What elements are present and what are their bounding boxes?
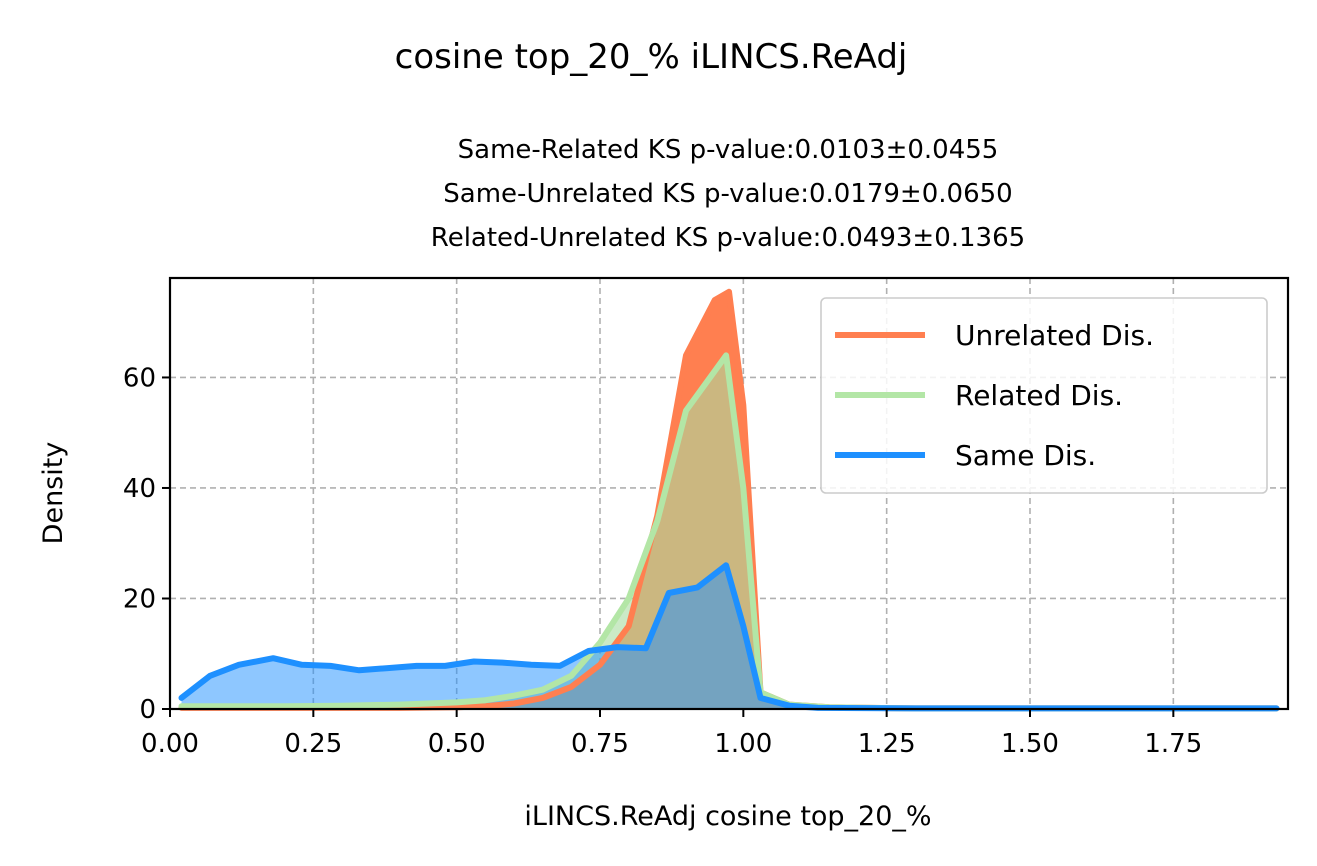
y-tick-label: 60 — [123, 363, 156, 393]
y-tick-label: 20 — [123, 584, 156, 614]
ks-subtitle-line-3: Related-Unrelated KS p-value:0.0493±0.13… — [431, 223, 1025, 253]
y-tick-label: 0 — [139, 695, 156, 725]
y-axis-label: Density — [38, 442, 69, 545]
legend: Unrelated Dis. Related Dis. Same Dis. — [820, 297, 1268, 494]
ks-subtitle-line-2: Same-Unrelated KS p-value:0.0179±0.0650 — [443, 179, 1012, 209]
x-axis-label: iLINCS.ReAdj cosine top_20_% — [524, 801, 931, 832]
y-axis-ticks: 0 20 40 60 — [123, 363, 170, 725]
ks-subtitle-line-1: Same-Related KS p-value:0.0103±0.0455 — [458, 135, 999, 165]
x-tick-label: 1.25 — [858, 729, 916, 759]
x-tick-label: 1.75 — [1144, 729, 1202, 759]
x-tick-label: 0.00 — [141, 729, 199, 759]
legend-box — [820, 297, 1268, 494]
y-tick-label: 40 — [123, 474, 156, 504]
line-same-dis — [178, 562, 1280, 712]
plot-frame — [168, 276, 1290, 711]
area-related-dis — [181, 355, 1277, 709]
x-tick-label: 1.00 — [714, 729, 772, 759]
chart-suptitle: cosine top_20_% iLINCS.ReAdj — [395, 37, 908, 77]
area-same-dis — [181, 565, 1277, 709]
x-tick-label: 0.25 — [284, 729, 342, 759]
x-tick-label: 0.50 — [428, 729, 486, 759]
legend-label-related: Related Dis. — [955, 379, 1123, 412]
x-axis-ticks: 0.00 0.25 0.50 0.75 1.00 1.25 1.50 1.75 — [141, 709, 1202, 759]
area-layer — [181, 291, 1277, 709]
x-tick-label: 0.75 — [571, 729, 629, 759]
legend-label-unrelated: Unrelated Dis. — [955, 319, 1154, 352]
x-tick-label: 1.50 — [1001, 729, 1059, 759]
legend-label-same: Same Dis. — [955, 439, 1096, 472]
